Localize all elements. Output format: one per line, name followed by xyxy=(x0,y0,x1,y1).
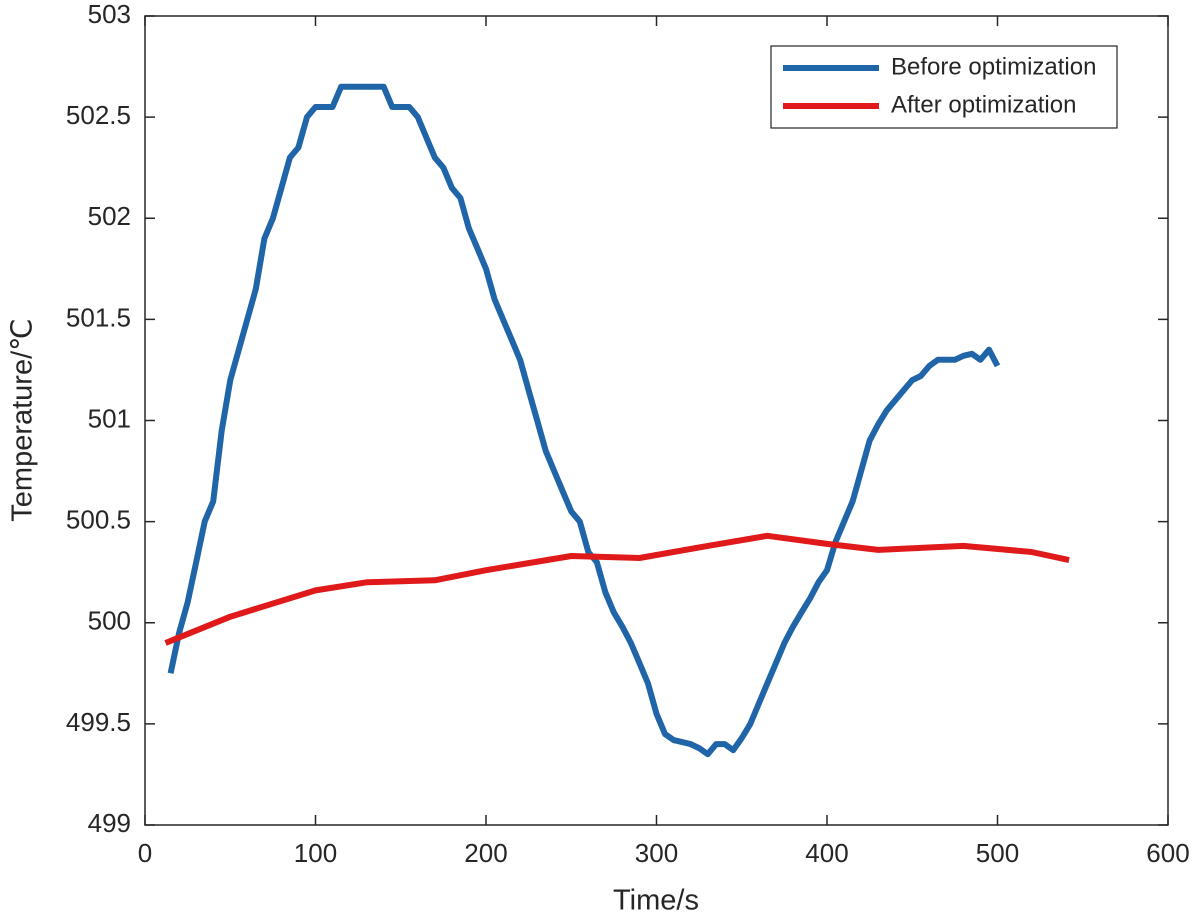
y-tick-label: 500 xyxy=(88,606,131,636)
x-axis-label: Time/s xyxy=(613,885,699,917)
x-tick-label: 300 xyxy=(635,838,678,868)
y-tick-label: 500.5 xyxy=(66,505,131,535)
y-tick-label: 501.5 xyxy=(66,302,131,332)
x-tick-label: 200 xyxy=(464,838,507,868)
line xyxy=(167,83,1001,758)
y-tick-label: 501 xyxy=(88,403,131,433)
line xyxy=(164,532,1070,646)
y-tick-label: 503 xyxy=(88,0,131,29)
x-tick-label: 400 xyxy=(805,838,848,868)
y-tick-label: 499 xyxy=(88,808,131,838)
y-tick-label: 502 xyxy=(88,201,131,231)
x-tick-label: 600 xyxy=(1146,838,1189,868)
legend-box xyxy=(770,45,1118,129)
legend-label: After optimization xyxy=(891,91,1076,118)
x-tick-label: 0 xyxy=(138,838,152,868)
y-tick-label: 502.5 xyxy=(66,100,131,130)
x-tick-label: 500 xyxy=(976,838,1019,868)
y-tick-label: 499.5 xyxy=(66,707,131,737)
legend-label: Before optimization xyxy=(891,53,1096,80)
y-axis-label: Temperature/℃ xyxy=(7,318,39,521)
x-tick-label: 100 xyxy=(294,838,337,868)
